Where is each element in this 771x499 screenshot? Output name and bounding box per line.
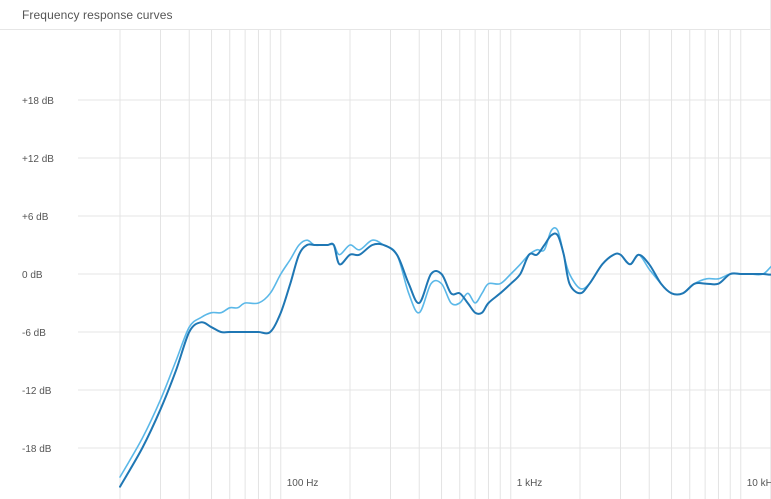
y-tick-label: -18 dB xyxy=(22,444,52,455)
y-tick-label: -12 dB xyxy=(22,386,52,397)
panel-header: Frequency response curves xyxy=(0,0,771,30)
y-axis-labels: +18 dB +12 dB +6 dB 0 dB -6 dB -12 dB -18 dB xyxy=(22,96,54,455)
y-tick-label: +18 dB xyxy=(22,96,54,107)
x-tick-label: 10 kHz xyxy=(747,478,771,489)
series-lines xyxy=(119,227,771,488)
chart-title: Frequency response curves xyxy=(22,8,173,22)
x-tick-label: 100 Hz xyxy=(287,478,319,489)
y-tick-label: +6 dB xyxy=(22,212,49,223)
y-tick-label: 0 dB xyxy=(22,270,43,281)
x-tick-label: 1 kHz xyxy=(517,478,543,489)
series-line-2 xyxy=(119,227,771,478)
horizontal-grid xyxy=(78,99,771,449)
y-tick-label: +12 dB xyxy=(22,154,54,165)
series-line-1 xyxy=(119,232,771,488)
y-tick-label: -6 dB xyxy=(22,328,46,339)
x-axis-labels: 100 Hz 1 kHz 10 kHz xyxy=(287,478,771,489)
